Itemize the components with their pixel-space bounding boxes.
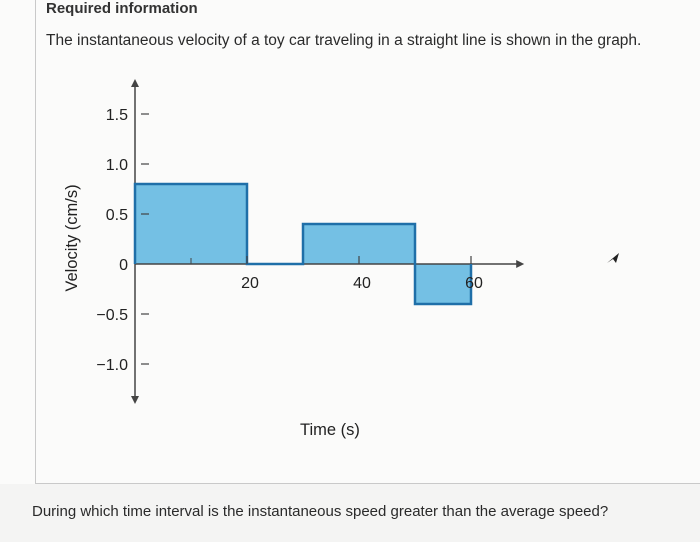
velocity-segment-1 [135, 184, 247, 264]
velocity-segment-4 [415, 264, 471, 304]
x-axis-arrow [516, 260, 525, 268]
y-axis-down-arrow [131, 396, 139, 404]
mouse-pointer-icon [607, 253, 619, 263]
required-info-heading: Required information [46, 0, 198, 17]
velocity-outline [133, 182, 473, 306]
y-tick-label: −1.0 [96, 357, 128, 374]
question-text: During which time interval is the instan… [32, 503, 609, 520]
velocity-step-line [133, 182, 473, 306]
y-tick-label: 0.5 [106, 207, 128, 224]
y-tick-label: 1.5 [106, 107, 128, 124]
axis-ticks: 1.5 1.0 0.5 0 −0.5 −1.0 20 40 60 [96, 107, 483, 374]
problem-intro-text: The instantaneous velocity of a toy car … [46, 32, 642, 49]
panel-border [35, 0, 700, 484]
x-tick-label: 20 [241, 275, 259, 292]
y-tick-label: 1.0 [106, 157, 128, 174]
x-axis-title: Time (s) [300, 421, 360, 439]
x-tick-label: 40 [353, 275, 371, 292]
velocity-time-chart: 1.5 1.0 0.5 0 −0.5 −1.0 20 40 60 Time (s) Velocit… [63, 79, 525, 439]
y-tick-label: 0 [119, 257, 128, 274]
velocity-fill-regions [135, 184, 471, 304]
y-tick-label: −0.5 [96, 307, 128, 324]
x-tick-label: 60 [465, 275, 483, 292]
axis-labels: Time (s) Velocity (cm/s) [63, 184, 360, 439]
y-axis-title: Velocity (cm/s) [63, 184, 81, 291]
y-axis-up-arrow [131, 79, 139, 87]
